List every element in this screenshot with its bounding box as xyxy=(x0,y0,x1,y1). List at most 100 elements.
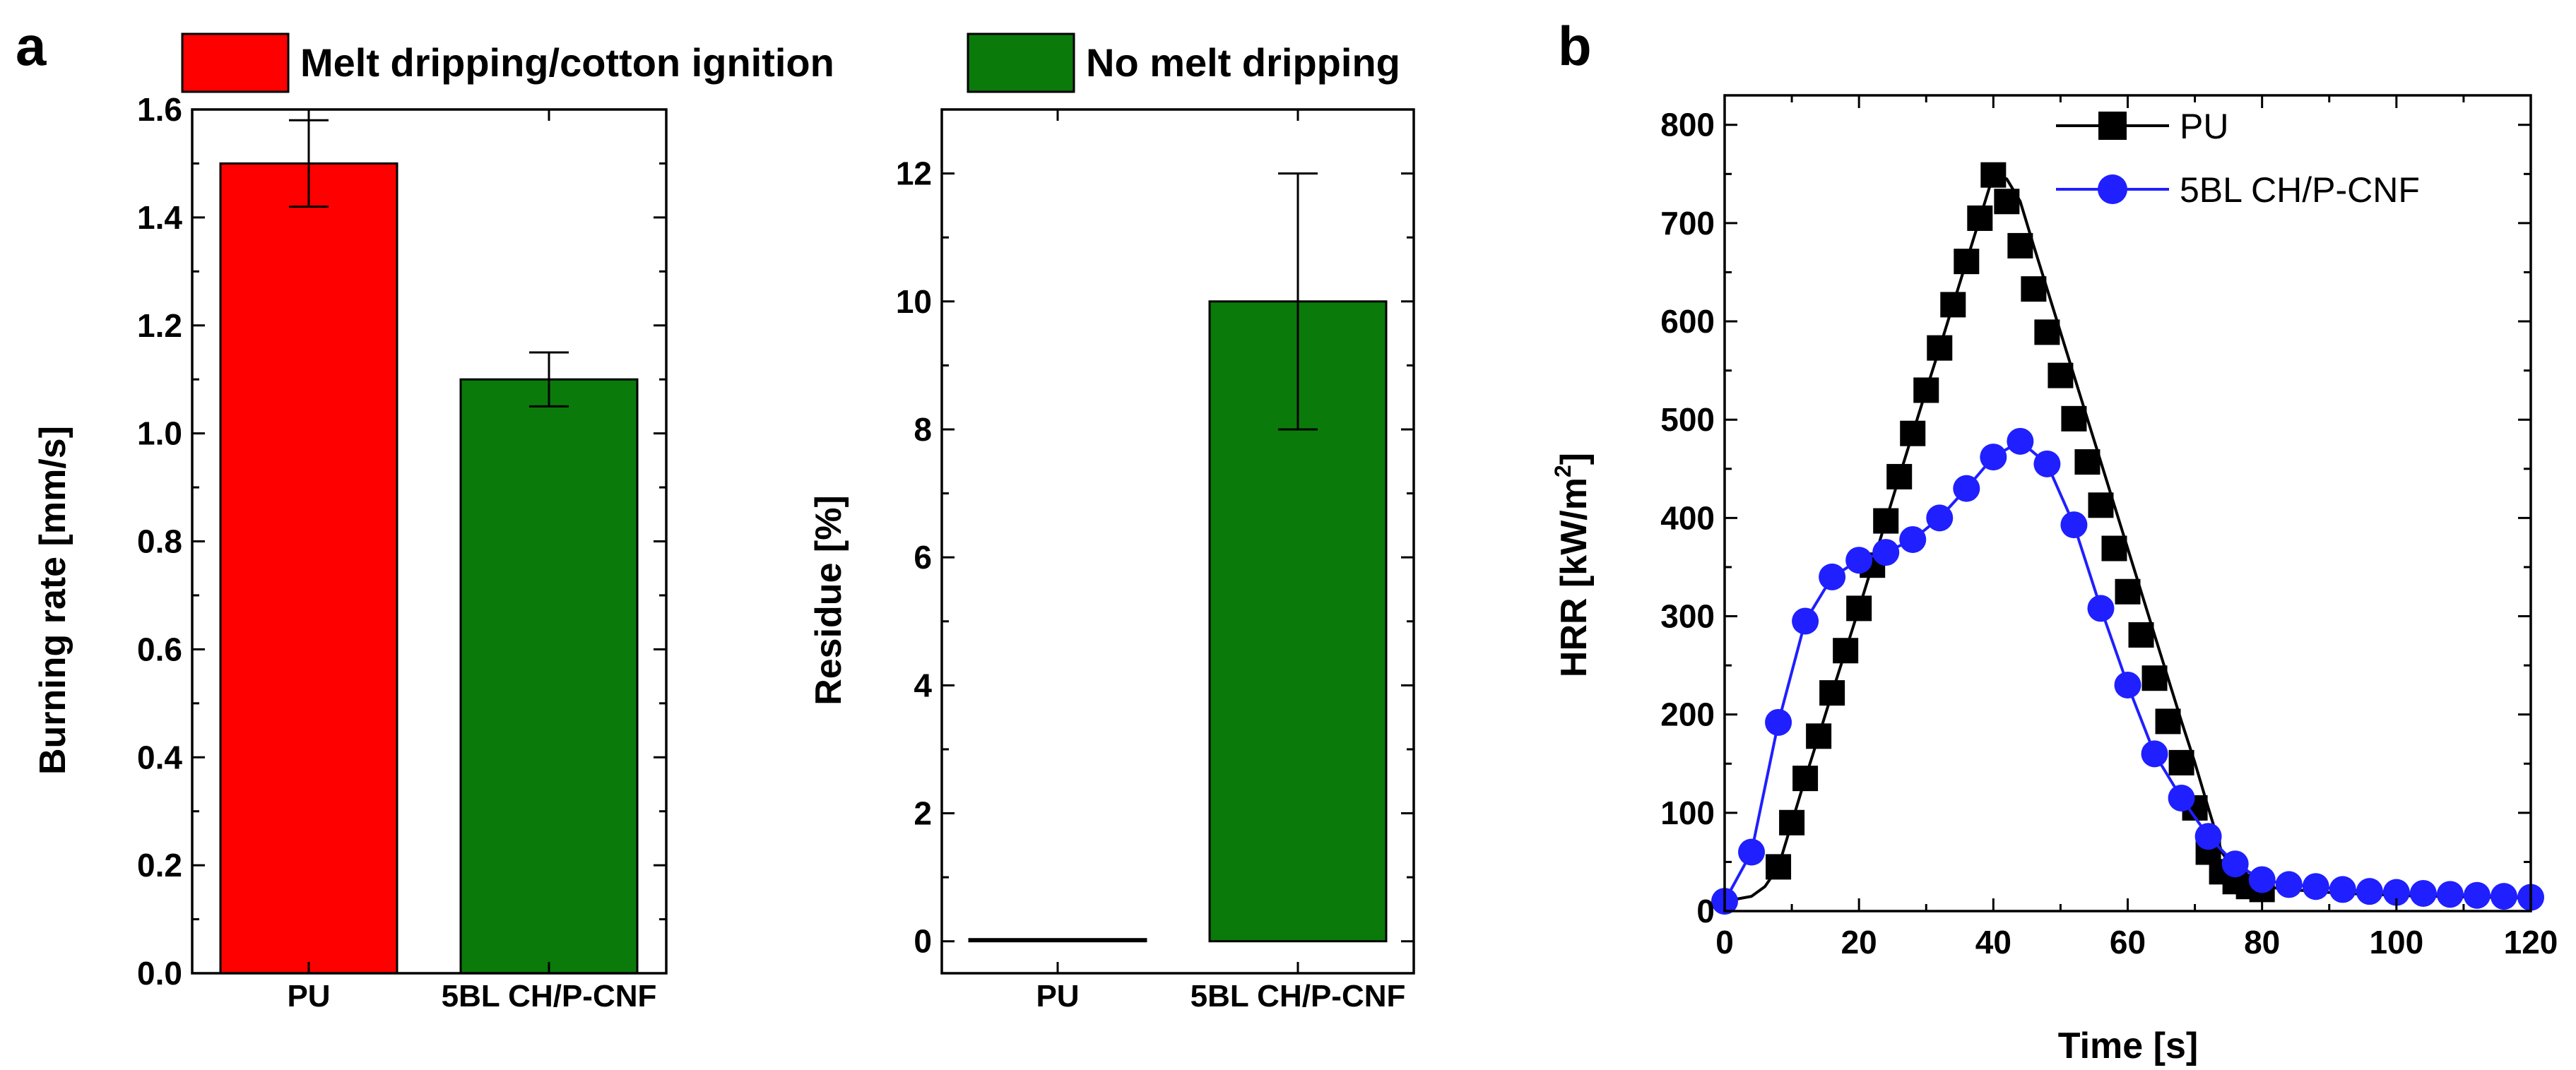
hrr-marker-5bl xyxy=(2033,450,2061,477)
hrr-marker-5bl xyxy=(2060,511,2088,539)
burning-rate-y-axis-title: Burning rate [mm/s] xyxy=(33,426,73,775)
burning-rate-bar-5bl xyxy=(459,378,639,975)
hrr-y-axis-title-sup: 2 xyxy=(1550,465,1576,477)
hrr-marker-pu xyxy=(1846,595,1872,622)
hrr-marker-pu xyxy=(1886,463,1913,489)
legend-label-melt-dripping: Melt dripping/cotton ignition xyxy=(300,40,834,85)
hrr-legend-marker-5bl xyxy=(2098,174,2127,204)
burning-rate-ytick-label: 1.6 xyxy=(137,91,182,128)
hrr-marker-5bl xyxy=(1980,444,2007,471)
residue-errorbar-5bl xyxy=(1278,172,1318,431)
hrr-marker-5bl xyxy=(2409,879,2437,907)
burning-rate-bar-pu xyxy=(219,162,398,975)
hrr-ytick-label: 0 xyxy=(1696,893,1715,929)
panel-a-label: a xyxy=(16,15,47,77)
hrr-marker-pu xyxy=(1900,420,1926,446)
hrr-marker-5bl xyxy=(1819,563,1846,590)
hrr-y-axis-title-main: HRR [kW/m xyxy=(1554,477,1595,677)
burning-rate-category-pu: PU xyxy=(287,979,330,1013)
hrr-legend-marker-pu xyxy=(2098,112,2127,140)
residue-bar-pu xyxy=(968,938,1147,943)
hrr-line-5bl xyxy=(1723,439,2531,903)
hrr-y-axis-title-end: ] xyxy=(1554,453,1595,465)
hrr-ytick-label: 500 xyxy=(1660,401,1715,438)
hrr-marker-5bl xyxy=(1953,475,1980,502)
hrr-marker-pu xyxy=(2074,449,2101,475)
hrr-marker-5bl xyxy=(1845,547,1873,574)
burning-rate-ytick-label: 0.0 xyxy=(137,955,182,992)
residue-ytick-label: 10 xyxy=(896,283,932,320)
hrr-ytick-label: 600 xyxy=(1660,303,1715,340)
hrr-marker-5bl xyxy=(2168,784,2195,812)
hrr-marker-pu xyxy=(2021,276,2047,302)
burning-rate-ytick-label: 0.2 xyxy=(137,847,182,884)
hrr-marker-pu xyxy=(1994,189,2020,215)
hrr-xtick-label: 20 xyxy=(1841,924,1877,961)
hrr-marker-5bl xyxy=(2194,823,2222,850)
hrr-x-axis-title: Time [s] xyxy=(2058,1026,2198,1066)
burning-rate-ytick-label: 1.4 xyxy=(137,199,182,236)
hrr-marker-pu xyxy=(1873,508,1899,534)
hrr-marker-pu xyxy=(2061,405,2087,432)
hrr-marker-pu xyxy=(1806,723,1832,749)
hrr-marker-5bl xyxy=(2382,879,2410,906)
panel-b-label: b xyxy=(1558,15,1592,77)
hrr-marker-pu xyxy=(2088,492,2114,518)
hrr-legend: PU 5BL CH/P-CNF xyxy=(2056,107,2420,210)
hrr-marker-pu xyxy=(1766,854,1792,880)
residue-ytick-label: 2 xyxy=(914,795,932,832)
hrr-marker-5bl xyxy=(1765,708,1792,736)
hrr-marker-5bl xyxy=(2114,671,2141,699)
hrr-marker-5bl xyxy=(2275,871,2303,898)
hrr-marker-5bl xyxy=(2356,878,2383,905)
hrr-marker-pu xyxy=(1927,335,1953,361)
burning-rate-chart: 0.0 0.2 0.4 0.6 0.8 1.0 1.2 1.4 1.6 Burning rate… xyxy=(33,91,668,1013)
hrr-marker-5bl xyxy=(1926,504,1954,532)
hrr-marker-pu xyxy=(1940,292,1966,318)
legend-a: Melt dripping/cotton ignition No melt dr… xyxy=(181,32,1400,93)
hrr-ytick-label: 300 xyxy=(1660,598,1715,635)
hrr-xtick-label: 80 xyxy=(2244,924,2280,961)
residue-category-5bl: 5BL CH/P-CNF xyxy=(1190,979,1406,1013)
burning-rate-ytick-label: 0.4 xyxy=(137,739,182,775)
hrr-marker-5bl xyxy=(2490,883,2517,910)
hrr-xtick-label: 40 xyxy=(1975,924,2011,961)
hrr-marker-pu xyxy=(1792,766,1819,792)
hrr-marker-pu xyxy=(1833,638,1859,664)
hrr-marker-5bl xyxy=(2329,876,2356,903)
hrr-line-pu xyxy=(1724,173,2531,903)
hrr-marker-pu xyxy=(2155,708,2181,735)
hrr-marker-5bl xyxy=(2007,427,2034,455)
residue-chart: 0 2 4 6 8 10 12 Residue [%] PU 5BL CH/P-CNF xyxy=(808,108,1415,1013)
hrr-ytick-label: 800 xyxy=(1660,107,1715,143)
hrr-marker-pu xyxy=(2115,578,2141,605)
hrr-chart: 0 100 200 300 400 500 600 700 800 0 20 40 60 80 100 120… xyxy=(1550,94,2558,1066)
residue-plot-frame xyxy=(940,108,1415,975)
hrr-marker-pu xyxy=(2007,232,2033,258)
hrr-marker-pu xyxy=(1913,377,1939,403)
hrr-legend-label-5bl: 5BL CH/P-CNF xyxy=(2180,170,2420,210)
residue-ytick-label: 4 xyxy=(914,667,932,703)
hrr-ytick-label: 700 xyxy=(1660,205,1715,242)
hrr-xtick-label: 100 xyxy=(2369,924,2423,961)
hrr-marker-5bl xyxy=(2436,881,2464,908)
hrr-xtick-label: 0 xyxy=(1715,924,1734,961)
hrr-marker-pu xyxy=(1980,162,2007,188)
hrr-legend-label-pu: PU xyxy=(2180,107,2228,146)
hrr-marker-5bl xyxy=(1899,525,1927,553)
hrr-marker-5bl xyxy=(2302,873,2329,900)
residue-ytick-label: 12 xyxy=(896,155,932,192)
hrr-marker-pu xyxy=(2141,665,2168,691)
residue-y-axis-title: Residue [%] xyxy=(808,495,849,706)
burning-rate-ytick-label: 0.8 xyxy=(137,523,182,560)
burning-rate-ytick-label: 0.6 xyxy=(137,631,182,667)
hrr-marker-5bl xyxy=(2463,881,2491,909)
residue-ytick-label: 6 xyxy=(914,539,932,576)
hrr-marker-5bl xyxy=(2248,866,2276,893)
residue-ytick-label: 8 xyxy=(914,411,932,448)
hrr-marker-pu xyxy=(1779,809,1805,836)
residue-category-pu: PU xyxy=(1036,979,1079,1013)
hrr-marker-pu xyxy=(1967,205,1993,231)
hrr-ytick-label: 100 xyxy=(1660,795,1715,831)
